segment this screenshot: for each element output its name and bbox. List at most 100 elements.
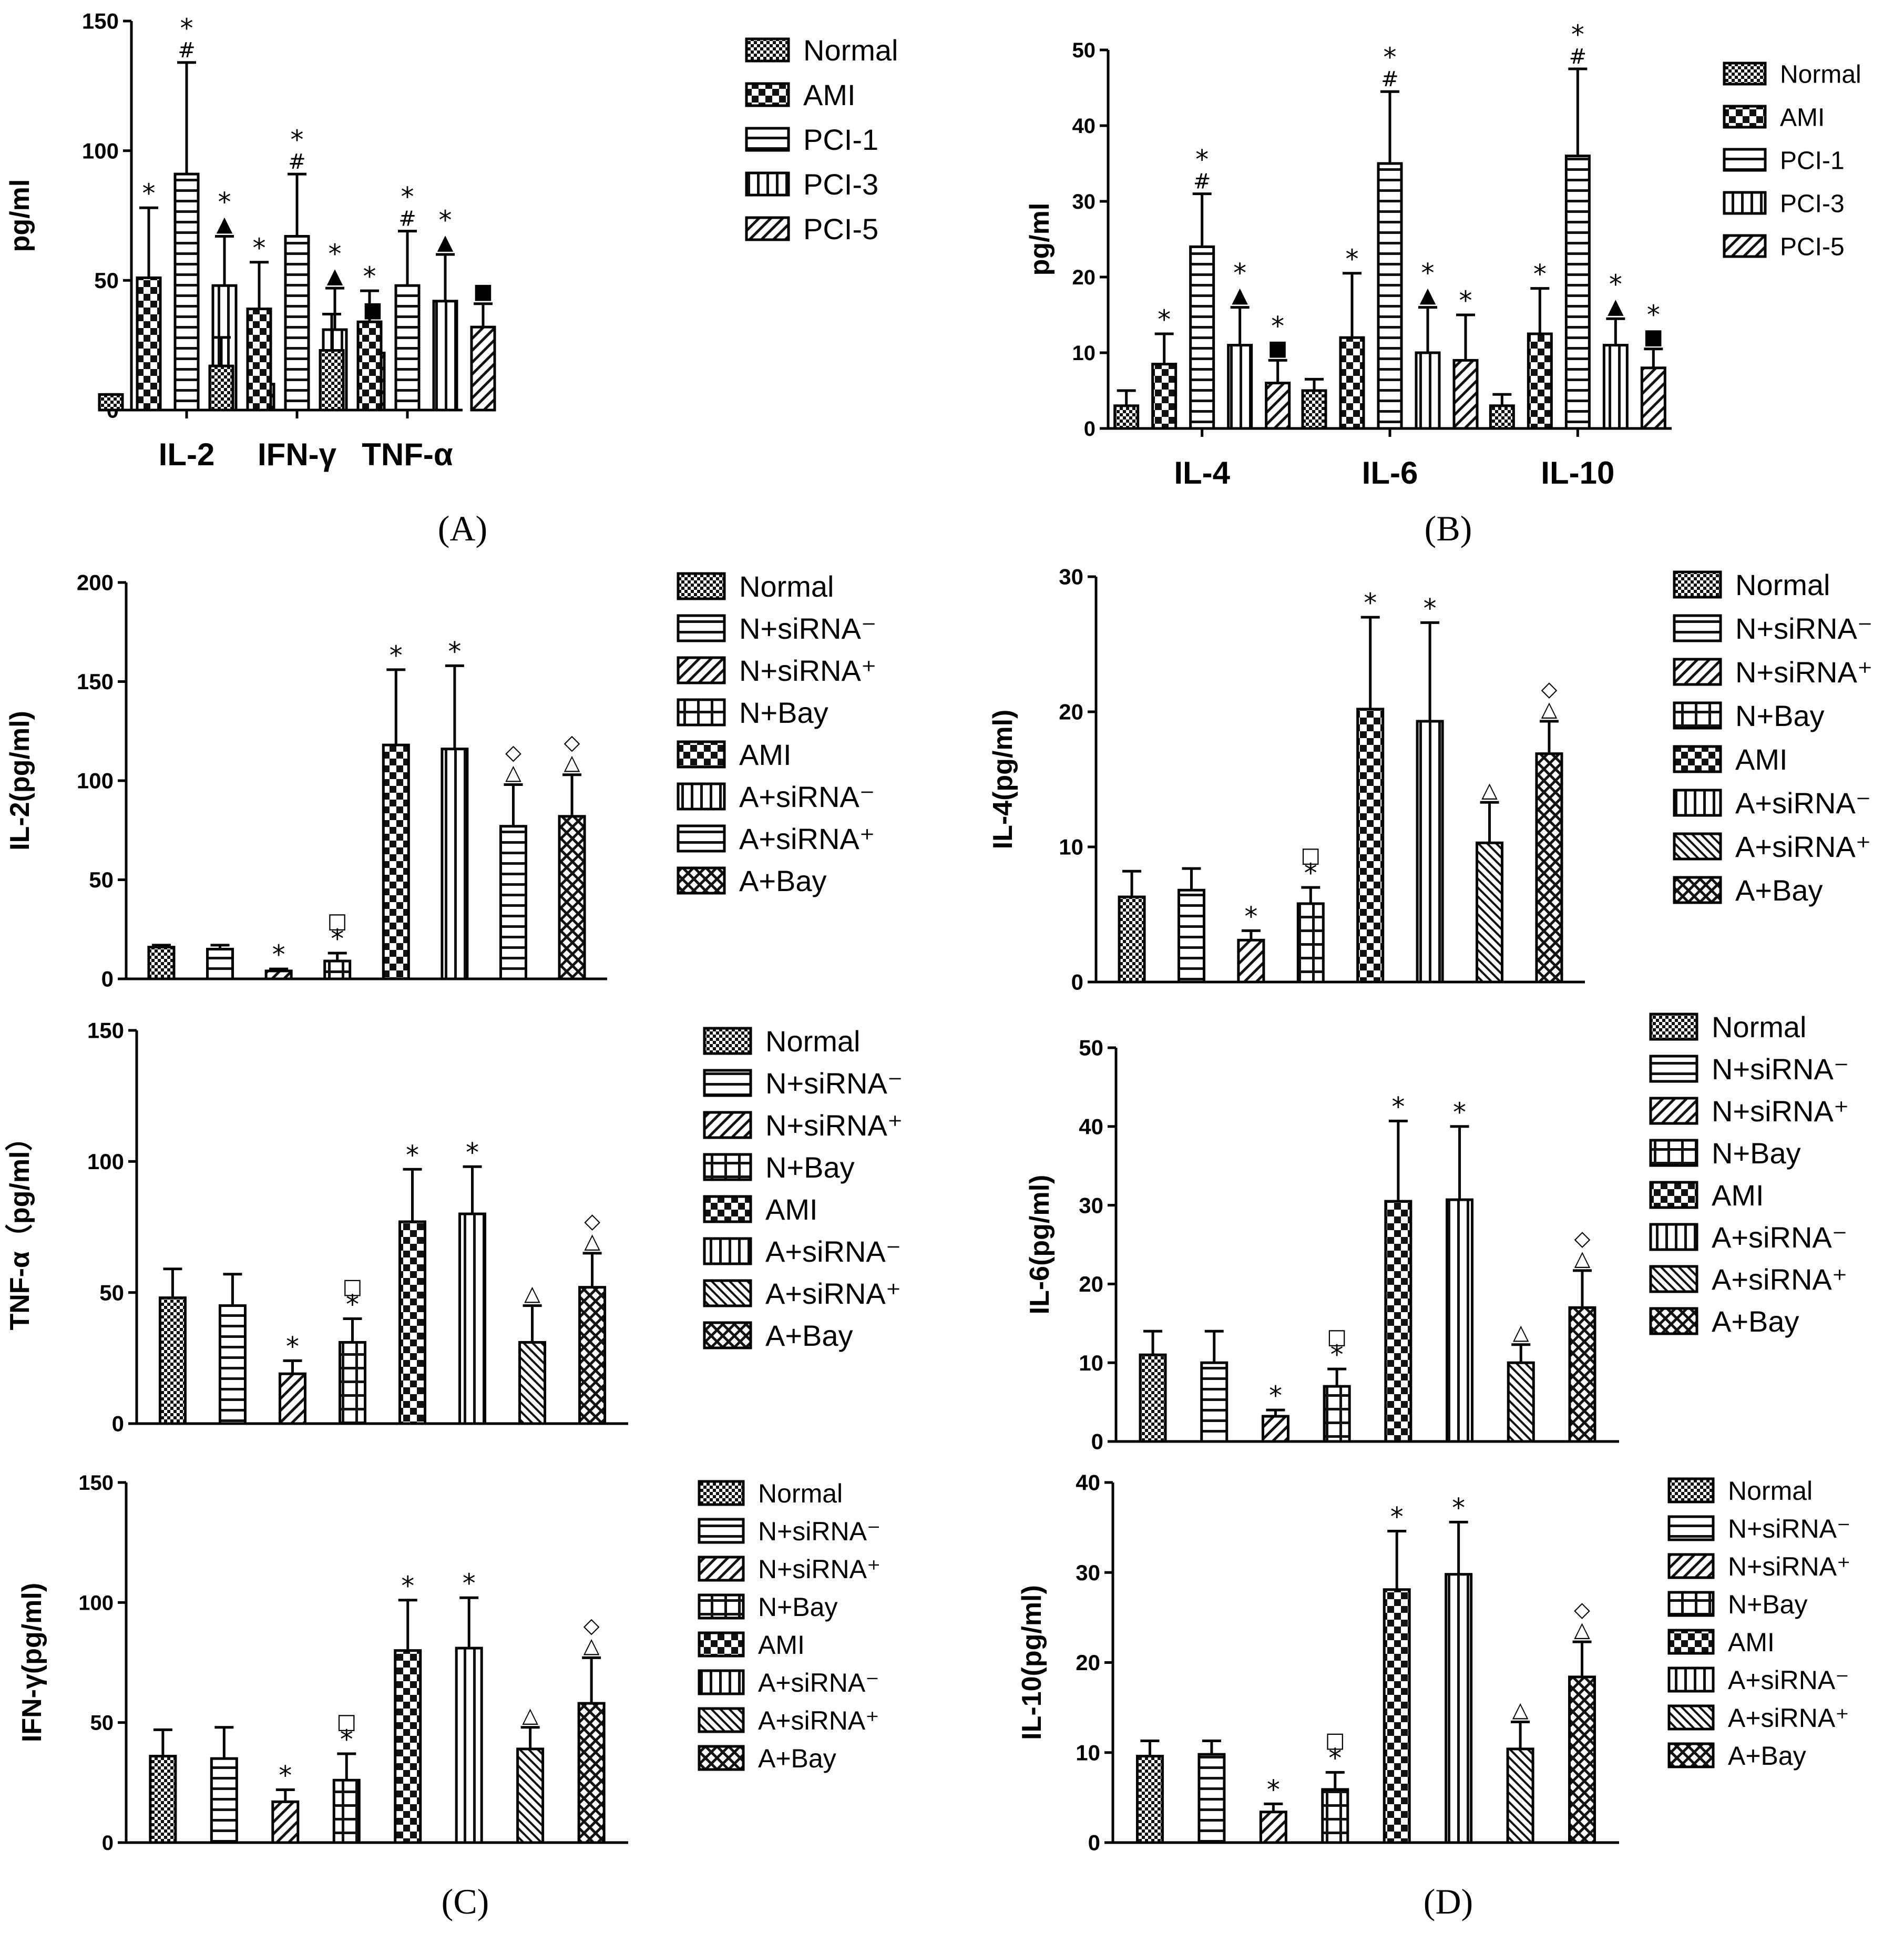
- bar: [1118, 895, 1146, 984]
- legend-entry: N+siRNA⁺: [758, 1554, 881, 1584]
- legend: Normal N+siRNA⁻ N+siRNA⁺ N+Bay AMI A+siRNA⁻ A+…: [1649, 1010, 1849, 1338]
- significance-marker: *: [1364, 588, 1377, 618]
- y-tick-label: 50: [1072, 39, 1096, 62]
- bar: [394, 284, 421, 412]
- legend-swatch: [703, 1111, 752, 1139]
- bar: [1339, 336, 1365, 430]
- y-tick-label: 100: [82, 138, 119, 163]
- legend-swatch: [677, 866, 726, 895]
- legend-swatch: [1723, 148, 1767, 172]
- significance-marker: ▲: [1608, 294, 1624, 319]
- legend-swatch: [1667, 1704, 1715, 1731]
- significance-marker: □: [336, 1710, 356, 1734]
- significance-marker: *: [1459, 285, 1472, 316]
- significance-marker: *: [346, 1290, 359, 1320]
- significance-marker: *: [1452, 1492, 1465, 1523]
- significance-marker: *: [1267, 1774, 1280, 1805]
- significance-marker: #: [1381, 67, 1399, 91]
- bar: [1452, 359, 1479, 430]
- legend-swatch: [703, 1069, 752, 1097]
- legend-entry: A+siRNA⁻: [765, 1235, 901, 1268]
- bar: [516, 1747, 545, 1844]
- panel-label-a: (A): [438, 508, 487, 548]
- panel-label-c: (C): [442, 1881, 489, 1921]
- bar: [1568, 1306, 1596, 1443]
- significance-marker: *: [463, 1568, 476, 1599]
- legend-entry: A+Bay: [758, 1744, 836, 1773]
- legend-entry: Normal: [739, 570, 834, 603]
- y-tick-label: 20: [1079, 1272, 1103, 1296]
- bar: [1445, 1573, 1473, 1844]
- y-tick-label: 50: [99, 1280, 124, 1305]
- legend-swatch: [1649, 1181, 1698, 1209]
- significance-marker: △: [524, 1282, 540, 1306]
- significance-marker: *: [331, 924, 344, 954]
- bar: [218, 1304, 247, 1425]
- significance-marker: *: [401, 1571, 414, 1601]
- significance-marker: *: [1304, 858, 1317, 888]
- legend-swatch: [698, 1745, 745, 1771]
- legend-swatch: [698, 1669, 745, 1695]
- bar: [356, 320, 383, 412]
- legend-swatch: [1667, 1742, 1715, 1768]
- significance-marker: *: [1571, 19, 1584, 50]
- legend-swatch: [1673, 570, 1722, 599]
- significance-marker: #: [288, 150, 306, 174]
- significance-marker: *: [406, 1140, 419, 1170]
- legend-swatch: [677, 614, 726, 642]
- legend-entry: AMI: [803, 78, 856, 111]
- bar: [147, 946, 176, 980]
- y-tick-label: 10: [1059, 835, 1083, 860]
- legend-entry: N+Bay: [739, 696, 828, 729]
- legend-swatch: [1649, 1223, 1698, 1251]
- significance-marker: *: [253, 233, 266, 263]
- x-category-label: IL-10: [1541, 455, 1614, 490]
- y-tick-label: 150: [78, 1471, 114, 1495]
- y-tick-label: 0: [1091, 1429, 1103, 1454]
- legend-swatch: [677, 824, 726, 853]
- legend-swatch: [1673, 745, 1722, 773]
- y-tick-label: 0: [1071, 970, 1083, 995]
- significance-marker: *: [1328, 1743, 1342, 1773]
- bar: [323, 959, 352, 980]
- legend-entry: A+Bay: [1728, 1741, 1806, 1771]
- bar: [319, 349, 345, 412]
- bar: [470, 325, 496, 412]
- bar: [1197, 1753, 1226, 1844]
- legend: Normal AMI PCI-1 PCI-3 PCI-5: [745, 34, 898, 246]
- legend-entry: AMI: [765, 1193, 818, 1226]
- significance-marker: *: [1158, 304, 1171, 335]
- significance-marker: △: [584, 1633, 600, 1658]
- legend-entry: A+siRNA⁺: [765, 1277, 901, 1310]
- legend-entry: Normal: [758, 1479, 843, 1508]
- significance-marker: △: [505, 761, 521, 785]
- significance-marker: ◇: [1574, 1598, 1590, 1622]
- significance-marker: *: [439, 205, 452, 236]
- legend-entry: N+Bay: [1712, 1137, 1801, 1170]
- legend-entry: N+Bay: [1735, 699, 1825, 732]
- y-axis-label: TNF-α（pg/ml）: [5, 1123, 35, 1330]
- bar: [1356, 708, 1385, 984]
- legend-entry: N+Bay: [765, 1151, 855, 1184]
- bar: [1113, 404, 1140, 430]
- charts-group: 050100150pg/mlIL-2IFN-γTNF-α**#*▲■**#*▲■…: [5, 9, 1872, 1855]
- legend-swatch: [698, 1556, 745, 1582]
- legend-entry: N+siRNA⁻: [765, 1067, 903, 1100]
- bar: [173, 172, 200, 412]
- significance-marker: △: [522, 1703, 538, 1727]
- bar: [1535, 752, 1563, 984]
- legend-entry: N+siRNA⁻: [758, 1517, 881, 1546]
- bar: [499, 825, 527, 980]
- bar: [264, 969, 293, 980]
- legend-swatch: [1667, 1477, 1715, 1504]
- x-category-label: IFN-γ: [258, 437, 337, 472]
- bar: [1415, 351, 1441, 430]
- bar: [158, 1296, 187, 1425]
- legend-entry: A+siRNA⁻: [739, 780, 875, 813]
- significance-marker: ▲: [217, 212, 233, 236]
- bar: [1416, 720, 1444, 984]
- significance-marker: △: [1512, 1698, 1529, 1722]
- legend-swatch: [677, 572, 726, 600]
